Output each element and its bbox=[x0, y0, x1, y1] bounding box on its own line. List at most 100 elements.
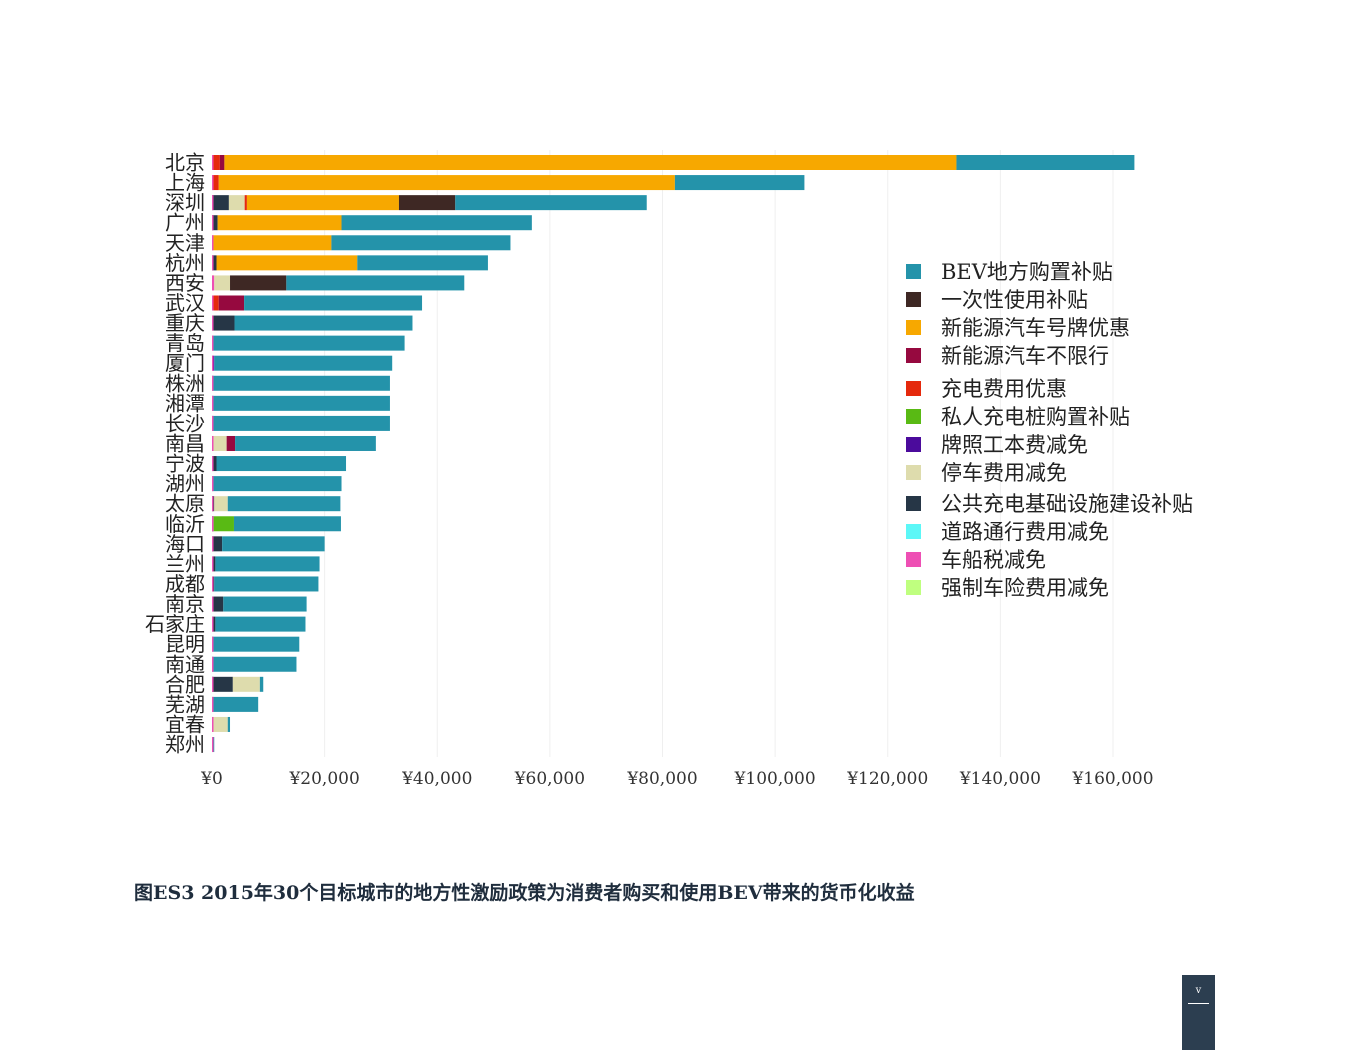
bar-base-mark bbox=[212, 716, 214, 732]
category-label: 合肥 bbox=[165, 672, 205, 696]
legend-label: 新能源汽车不限行 bbox=[941, 344, 1109, 368]
bar-segment bbox=[212, 636, 300, 652]
bar-segment bbox=[212, 395, 390, 411]
bar-segment bbox=[213, 235, 332, 251]
bar-base-mark bbox=[212, 536, 214, 552]
bar-base-mark bbox=[212, 195, 214, 211]
bar-base-mark bbox=[212, 315, 214, 331]
bar-segment bbox=[212, 315, 235, 331]
bar-segment bbox=[341, 215, 532, 231]
bar-segment bbox=[212, 415, 390, 431]
legend-item: 停车费用减免 bbox=[906, 459, 1067, 485]
bar-segment bbox=[212, 656, 297, 672]
bar-segment bbox=[213, 155, 220, 170]
x-tick-label: ¥0 bbox=[200, 769, 223, 789]
legend-item: 一次性使用补贴 bbox=[906, 286, 1088, 312]
bar-base-mark bbox=[212, 676, 214, 692]
legend-item: 新能源汽车不限行 bbox=[906, 342, 1109, 368]
bar-segment bbox=[212, 476, 342, 492]
category-label: 南昌 bbox=[165, 431, 205, 455]
bar-segment bbox=[213, 275, 215, 291]
bar-segment bbox=[219, 155, 225, 170]
bar-segment bbox=[455, 195, 647, 211]
category-label: 石家庄 bbox=[145, 612, 205, 636]
bar-base-mark bbox=[212, 636, 214, 652]
bar-base-mark bbox=[212, 235, 214, 251]
legend-swatch bbox=[906, 408, 921, 424]
bar-base-mark bbox=[212, 616, 214, 632]
bar-base-mark bbox=[212, 375, 214, 391]
legend-label: 私人充电桩购置补贴 bbox=[941, 405, 1130, 429]
category-label: 兰州 bbox=[165, 552, 205, 576]
bar-segment bbox=[212, 375, 390, 391]
bar-segment bbox=[357, 255, 488, 271]
legend-label: BEV地方购置补贴 bbox=[941, 260, 1113, 284]
category-label: 西安 bbox=[165, 271, 205, 295]
legend-swatch bbox=[906, 380, 921, 396]
bar-segment bbox=[956, 155, 1135, 170]
bar-segment bbox=[213, 516, 234, 532]
bar-segment bbox=[212, 616, 216, 632]
bar-segment bbox=[259, 676, 264, 692]
legend-item: 牌照工本费减免 bbox=[906, 431, 1088, 457]
bar-segment bbox=[222, 536, 325, 552]
category-label: 宜春 bbox=[165, 712, 205, 736]
bar-base-mark bbox=[212, 696, 214, 712]
category-label: 南通 bbox=[165, 652, 205, 676]
bar-segment bbox=[218, 295, 245, 311]
bar-segment bbox=[212, 215, 218, 231]
bar-segment bbox=[215, 616, 306, 632]
legend-label: 新能源汽车号牌优惠 bbox=[941, 316, 1130, 340]
category-label: 成都 bbox=[165, 572, 205, 596]
bar-segment bbox=[213, 355, 215, 371]
bar-segment bbox=[214, 355, 393, 371]
legend-item: 新能源汽车号牌优惠 bbox=[906, 314, 1130, 340]
category-label: 郑州 bbox=[165, 733, 205, 757]
legend-swatch bbox=[906, 579, 921, 595]
x-tick-label: ¥60,000 bbox=[514, 769, 585, 789]
page-number: v bbox=[1195, 985, 1202, 996]
bar-base-mark bbox=[212, 435, 214, 451]
legend-item: 车船税减免 bbox=[906, 546, 1046, 572]
bar-base-mark bbox=[212, 155, 214, 170]
bar-segment bbox=[233, 516, 341, 532]
legend-swatch bbox=[906, 436, 921, 452]
bar-segment bbox=[227, 496, 341, 512]
category-label: 广州 bbox=[165, 211, 205, 235]
x-tick-label: ¥80,000 bbox=[626, 769, 697, 789]
bar-segment bbox=[244, 195, 247, 211]
legend-label: 公共充电基础设施建设补贴 bbox=[941, 492, 1193, 516]
bar-segment bbox=[232, 676, 260, 692]
bar-segment bbox=[398, 195, 456, 211]
legend-item: 公共充电基础设施建设补贴 bbox=[906, 490, 1193, 516]
category-label: 长沙 bbox=[165, 411, 205, 435]
bar-segment bbox=[214, 576, 319, 592]
bar-segment bbox=[212, 536, 223, 552]
legend-item: 强制车险费用减免 bbox=[906, 574, 1109, 600]
legend-swatch bbox=[906, 347, 921, 363]
category-label: 青岛 bbox=[165, 331, 205, 355]
bar-segment bbox=[212, 295, 219, 311]
bar-base-mark bbox=[212, 255, 214, 271]
legend-item: 私人充电桩购置补贴 bbox=[906, 403, 1130, 429]
bar-segment bbox=[213, 175, 219, 191]
bar-base-mark bbox=[212, 175, 214, 191]
bar-base-mark bbox=[212, 275, 214, 291]
x-tick-label: ¥140,000 bbox=[959, 769, 1041, 789]
bar-segment bbox=[212, 195, 229, 211]
x-tick-label: ¥40,000 bbox=[401, 769, 472, 789]
bar-base-mark bbox=[212, 215, 214, 231]
legend-label: 一次性使用补贴 bbox=[941, 288, 1088, 312]
bar-base-mark bbox=[212, 737, 214, 753]
legend-label: 道路通行费用减免 bbox=[941, 520, 1109, 544]
bar-segment bbox=[214, 496, 228, 512]
x-tick-label: ¥20,000 bbox=[288, 769, 359, 789]
category-label: 临沂 bbox=[165, 512, 205, 536]
category-label: 海口 bbox=[165, 532, 205, 556]
category-label: 上海 bbox=[165, 171, 205, 195]
legend-swatch bbox=[906, 495, 921, 511]
category-label: 重庆 bbox=[165, 311, 205, 335]
category-label: 南京 bbox=[165, 592, 205, 616]
bar-base-mark bbox=[212, 395, 214, 411]
